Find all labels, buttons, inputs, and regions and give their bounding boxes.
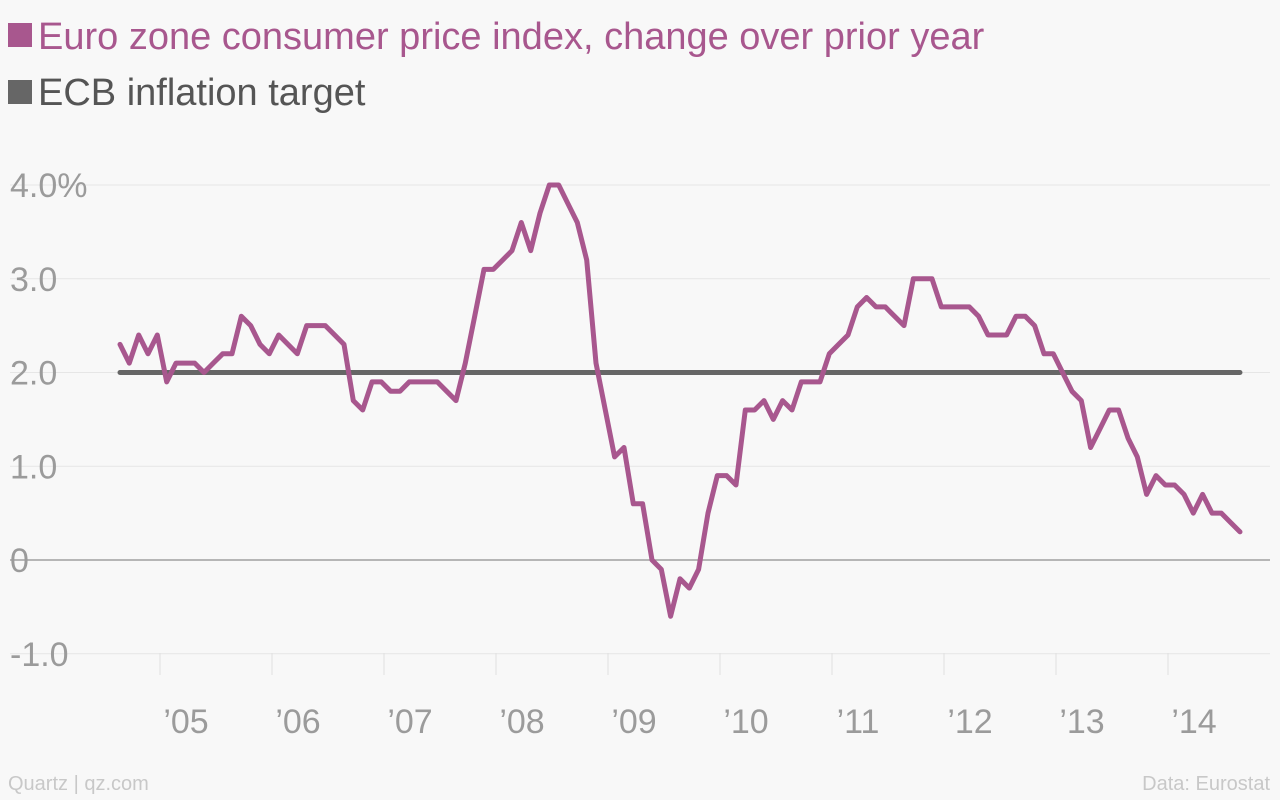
legend-item-cpi: Euro zone consumer price index, change o… xyxy=(8,16,985,58)
y-tick-label: -1.0 xyxy=(10,636,69,674)
data-source: Data: Eurostat xyxy=(1142,773,1270,795)
y-tick-label: 4.0% xyxy=(10,167,88,205)
y-axis-ticks: 4.0% 3.0 2.0 1.0 0 -1.0 xyxy=(10,167,88,674)
x-tick-label: ’10 xyxy=(723,703,768,741)
legend-swatch-target xyxy=(8,80,32,104)
series-line-cpi xyxy=(117,182,1243,619)
legend-label-cpi: Euro zone consumer price index, change o… xyxy=(38,16,985,58)
x-tick-label: ’09 xyxy=(611,703,656,741)
x-tick-label: ’13 xyxy=(1059,703,1104,741)
x-tick-label: ’12 xyxy=(947,703,992,741)
legend-label-target: ECB inflation target xyxy=(38,72,366,114)
x-tick-label: ’14 xyxy=(1171,703,1216,741)
x-tick-label: ’08 xyxy=(499,703,544,741)
x-tick-label: ’11 xyxy=(837,703,880,741)
legend: Euro zone consumer price index, change o… xyxy=(8,16,985,114)
y-tick-label: 0 xyxy=(10,542,29,580)
x-axis-ticks: ’05 ’06 ’07 ’08 ’09 ’10 ’11 ’12 ’13 ’14 xyxy=(159,653,1217,741)
x-tick-label: ’07 xyxy=(387,703,432,741)
y-tick-label: 2.0 xyxy=(10,355,57,393)
gridlines xyxy=(10,184,1270,655)
x-tick-label: ’06 xyxy=(275,703,320,741)
legend-item-target: ECB inflation target xyxy=(8,72,366,114)
series-layer xyxy=(117,182,1243,619)
source-credit: Quartz | qz.com xyxy=(8,773,149,795)
x-tick-label: ’05 xyxy=(163,703,208,741)
legend-swatch-cpi xyxy=(8,23,32,47)
y-tick-label: 1.0 xyxy=(10,448,57,486)
y-tick-label: 3.0 xyxy=(10,261,57,299)
